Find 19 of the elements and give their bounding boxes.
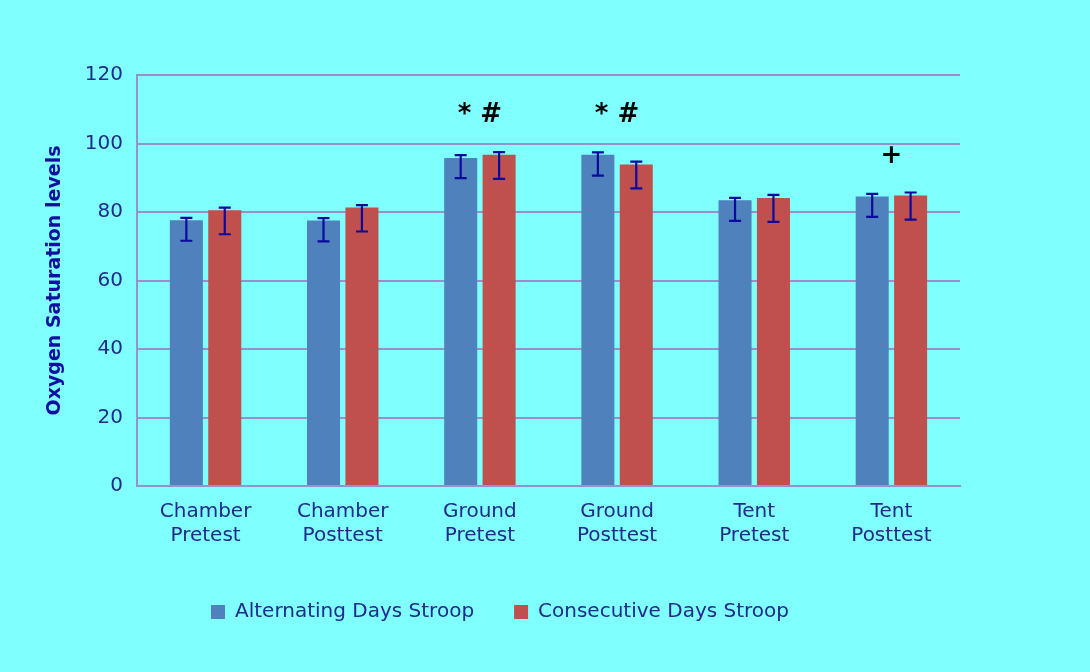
y-tick-label: 0 [110,472,123,497]
y-tick-label: 80 [97,198,123,223]
x-tick-label: Tent Posttest [851,498,932,547]
y-tick-label: 60 [97,266,123,291]
y-tick-label: 20 [97,403,123,428]
legend-label: Alternating Days Stroop [235,598,475,623]
x-tick-label: Ground Pretest [443,498,517,547]
y-tick-label: 100 [84,129,123,154]
x-tick-label: Tent Pretest [719,498,790,547]
legend-label: Consecutive Days Stroop [538,598,790,623]
annotation: + [880,139,903,170]
x-tick-label: Chamber Pretest [159,498,253,547]
y-axis-title: Oxygen Saturation levels [42,145,65,416]
x-tick-label: Chamber Posttest [296,498,390,547]
x-tick-label: Ground Posttest [576,498,658,547]
annotation: * # [594,97,640,128]
y-tick-label: 40 [97,335,123,360]
y-tick-label: 120 [84,61,123,86]
annotation: * # [457,97,503,128]
